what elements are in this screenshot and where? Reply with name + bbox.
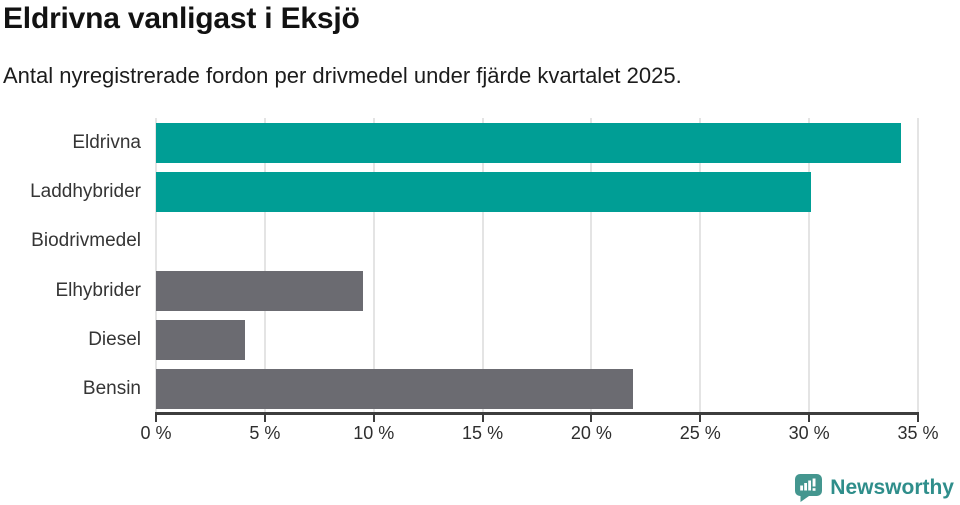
newsworthy-logo[interactable]: Newsworthy bbox=[795, 474, 954, 502]
x-tick-label-30: 30 % bbox=[788, 423, 830, 443]
bar-diesel bbox=[156, 319, 246, 360]
bar-laddhybrider bbox=[156, 171, 812, 212]
bar-row-eldrivna: Eldrivna bbox=[0, 118, 960, 167]
x-tick-10 bbox=[372, 415, 375, 422]
chart-title: Eldrivna vanligast i Eksjö bbox=[3, 2, 360, 35]
x-tick-15 bbox=[481, 415, 484, 422]
x-tick-25 bbox=[699, 415, 702, 422]
x-tick-label-20: 20 % bbox=[570, 423, 612, 443]
x-tick-label-15: 15 % bbox=[462, 423, 504, 443]
category-label: Biodrivmedel bbox=[31, 230, 141, 252]
gridline-35 bbox=[917, 118, 919, 414]
x-tick-label-10: 10 % bbox=[353, 423, 395, 443]
category-label: Elhybrider bbox=[55, 279, 141, 301]
x-tick-5 bbox=[263, 415, 266, 422]
plot-area: Eldrivna Laddhybrider Biodrivmedel Elhybrid… bbox=[0, 118, 960, 414]
bar-elhybrider bbox=[156, 270, 363, 311]
x-tick-label-25: 25 % bbox=[679, 423, 721, 443]
chart-subtitle: Antal nyregistrerade fordon per drivmede… bbox=[3, 63, 682, 88]
gridline-30 bbox=[808, 118, 811, 414]
category-label: Diesel bbox=[88, 328, 141, 350]
x-tick-label-0: 0 % bbox=[140, 423, 172, 443]
category-label: Eldrivna bbox=[72, 131, 141, 153]
gridline-0 bbox=[155, 118, 157, 414]
category-label: Laddhybrider bbox=[30, 180, 141, 202]
bar-row-bensin: Bensin bbox=[0, 365, 960, 414]
x-tick-label-35: 35 % bbox=[897, 423, 939, 443]
x-tick-35 bbox=[917, 415, 919, 422]
x-tick-label-5: 5 % bbox=[249, 423, 281, 443]
bar-row-diesel: Diesel bbox=[0, 315, 960, 364]
newsworthy-brand-text: Newsworthy bbox=[830, 476, 954, 499]
gridline-5 bbox=[263, 118, 266, 414]
x-tick-30 bbox=[808, 415, 811, 422]
bar-row-biodrivmedel: Biodrivmedel bbox=[0, 217, 960, 266]
bar-row-elhybrider: Elhybrider bbox=[0, 266, 960, 315]
gridline-20 bbox=[590, 118, 593, 414]
bar-bensin bbox=[156, 369, 633, 410]
gridline-10 bbox=[372, 118, 375, 414]
gridline-15 bbox=[481, 118, 484, 414]
newsworthy-speech-bubble-chart-icon bbox=[795, 474, 823, 502]
gridline-25 bbox=[699, 118, 702, 414]
x-tick-0 bbox=[155, 415, 157, 422]
x-axis-line bbox=[155, 412, 919, 415]
bar-eldrivna bbox=[156, 122, 901, 163]
x-tick-20 bbox=[590, 415, 593, 422]
bar-row-laddhybrider: Laddhybrider bbox=[0, 167, 960, 216]
category-label: Bensin bbox=[82, 378, 141, 400]
